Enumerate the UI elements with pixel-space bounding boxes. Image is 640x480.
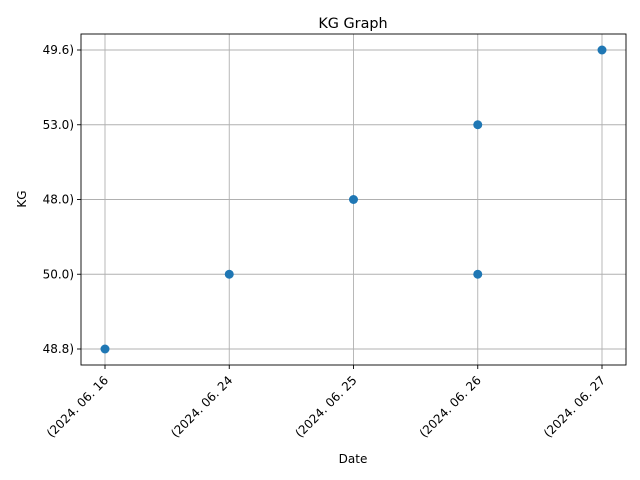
y-tick-label: 50.0) [43, 267, 74, 281]
x-tick-label: (2024. 06. 26 [417, 373, 484, 440]
x-tick-label: (2024. 06. 27 [541, 373, 608, 440]
data-point [597, 45, 607, 55]
x-tick-label: (2024. 06. 16 [44, 373, 111, 440]
grid-lines [81, 34, 626, 365]
y-tick-label: 49.6) [43, 43, 74, 57]
y-tick-label: 48.0) [43, 193, 74, 207]
x-tick-label: (2024. 06. 24 [168, 373, 235, 440]
data-point [224, 269, 234, 279]
data-points [100, 45, 607, 354]
y-tick-label: 53.0) [43, 118, 74, 132]
data-point [100, 344, 110, 354]
x-axis-label: Date [339, 452, 368, 466]
x-axis-ticks: (2024. 06. 16 (2024. 06. 24 (2024. 06. 25 (… [44, 365, 608, 440]
y-axis-label: KG [15, 190, 29, 207]
y-tick-label: 48.8) [43, 342, 74, 356]
y-axis-ticks: 48.8) 50.0) 48.0) 53.0) 49.6) [43, 43, 81, 356]
data-point [473, 269, 483, 279]
data-point [349, 195, 358, 204]
data-point [473, 120, 483, 130]
x-tick-label: (2024. 06. 25 [292, 373, 359, 440]
chart-title: KG Graph [318, 16, 387, 32]
